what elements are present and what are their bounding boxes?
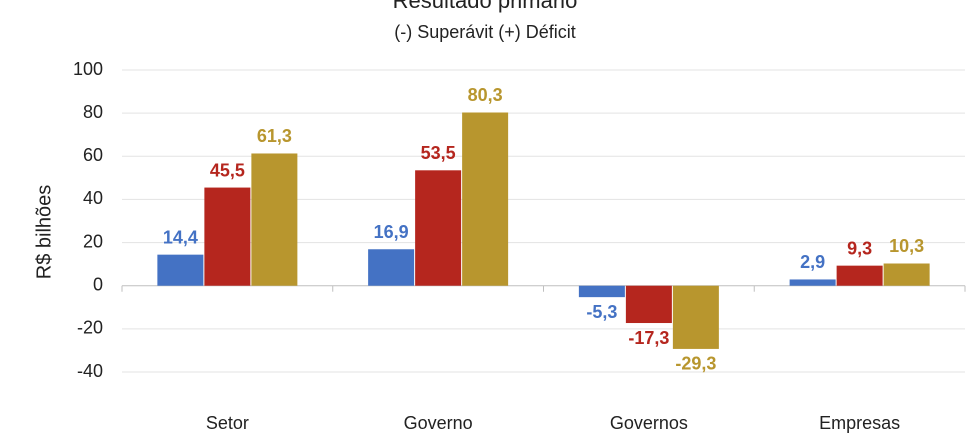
x-tick-label: Governo [404,413,473,433]
bar [204,187,251,286]
value-label: 2,9 [800,252,825,272]
value-label: 45,5 [210,160,245,180]
bar [578,285,625,298]
bar [883,263,930,286]
value-label: -29,3 [675,354,716,374]
bar [462,112,509,286]
bar [672,285,719,349]
y-axis-label: R$ bilhões [33,185,55,280]
x-tick-label: Setor [206,413,249,433]
x-tick-label: Empresas [819,413,900,433]
bar [368,249,415,286]
y-tick-label: 60 [83,145,103,165]
bar [789,279,836,286]
bar [836,265,883,286]
value-label: 14,4 [163,227,198,247]
value-label: -5,3 [586,302,617,322]
value-label: 10,3 [889,236,924,256]
y-tick-label: 40 [83,188,103,208]
value-label: 16,9 [374,222,409,242]
chart-title: Resultado primário [393,0,578,13]
value-label: -17,3 [628,328,669,348]
y-tick-label: 20 [83,231,103,251]
bar [157,254,204,286]
y-tick-label: -20 [77,318,103,338]
value-label: 53,5 [421,143,456,163]
x-tick-label: Governos [610,413,688,433]
bar [415,170,462,286]
y-tick-label: 80 [83,102,103,122]
value-label: 9,3 [847,238,872,258]
value-label: 61,3 [257,126,292,146]
bar [251,153,298,286]
y-tick-label: -40 [77,361,103,381]
chart-subtitle: (-) Superávit (+) Déficit [394,22,576,42]
value-label: 80,3 [468,85,503,105]
y-tick-label: 0 [93,274,103,294]
bar [625,285,672,324]
y-tick-label: 100 [73,59,103,79]
